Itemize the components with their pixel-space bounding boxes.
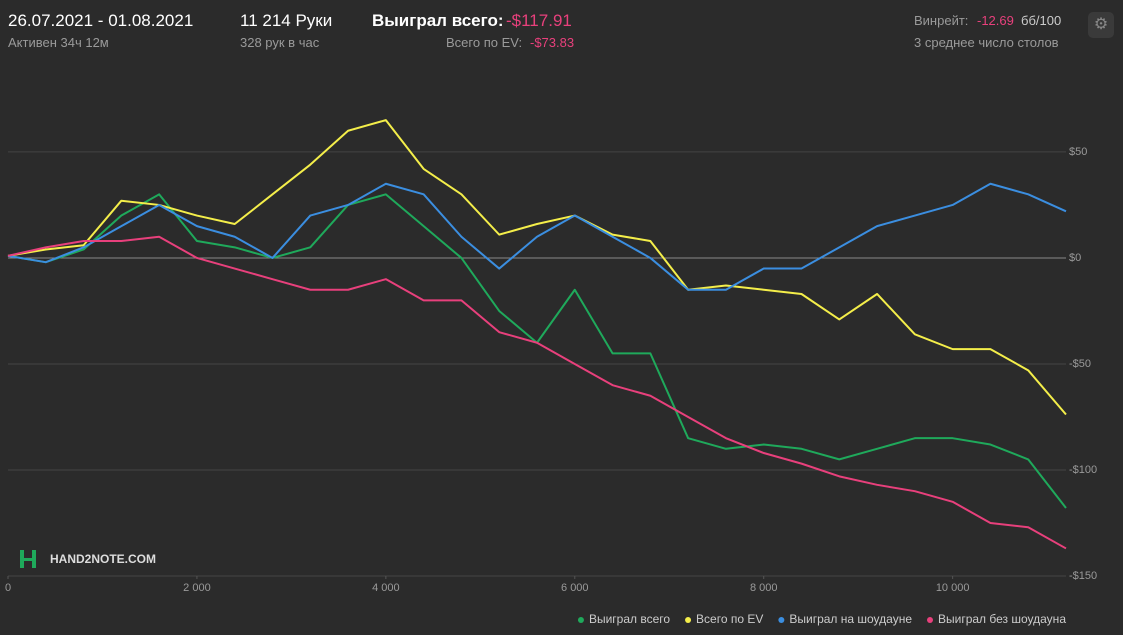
legend-marker [778,617,785,623]
tables: 3 среднее число столов [914,35,1059,50]
series-line [7,235,1067,550]
y-tick-label: $50 [1069,146,1087,158]
active-time: Активен 34ч 12м [8,35,109,50]
y-tick-label: $0 [1069,252,1081,264]
winrate-value: -12.69 [977,13,1014,28]
date-range: 26.07.2021 - 01.08.2021 [8,11,194,30]
legend-label: Выиграл на шоудауне [789,612,912,626]
legend-marker [685,617,692,623]
legend-label: Выиграл всего [589,612,670,626]
legend-label: Выиграл без шоудауна [938,612,1066,626]
x-tick-label: 0 [5,582,11,594]
winrate-label: Винрейт: [914,13,969,28]
y-tick-label: -$50 [1069,358,1091,370]
won-label: Выиграл всего: [372,11,504,30]
hands: 11 214 Руки [240,11,333,30]
legend-marker [927,617,933,623]
series-line [7,119,1067,416]
settings-button[interactable]: ⚙ [1088,12,1114,38]
winrate-unit: бб/100 [1021,13,1062,28]
x-tick-label: 6 000 [561,582,589,594]
x-tick-label: 2 000 [183,582,211,594]
x-tick-label: 4 000 [372,582,400,594]
ev-value: -$73.83 [530,35,575,50]
legend-label: Всего по EV [696,612,763,626]
y-tick-label: -$100 [1069,464,1097,476]
logo-icon [20,550,36,568]
won-value: -$117.91 [506,11,572,30]
hands-per-hour: 328 рук в час [240,35,320,50]
x-tick-label: 8 000 [750,582,778,594]
logo: HAND2NOTE.COM [50,552,156,566]
x-tick-label: 10 000 [936,582,970,594]
legend-marker [577,617,584,623]
y-tick-label: -$150 [1069,570,1097,582]
series-line [7,182,1067,291]
ev-label: Всего по EV: [446,35,523,50]
